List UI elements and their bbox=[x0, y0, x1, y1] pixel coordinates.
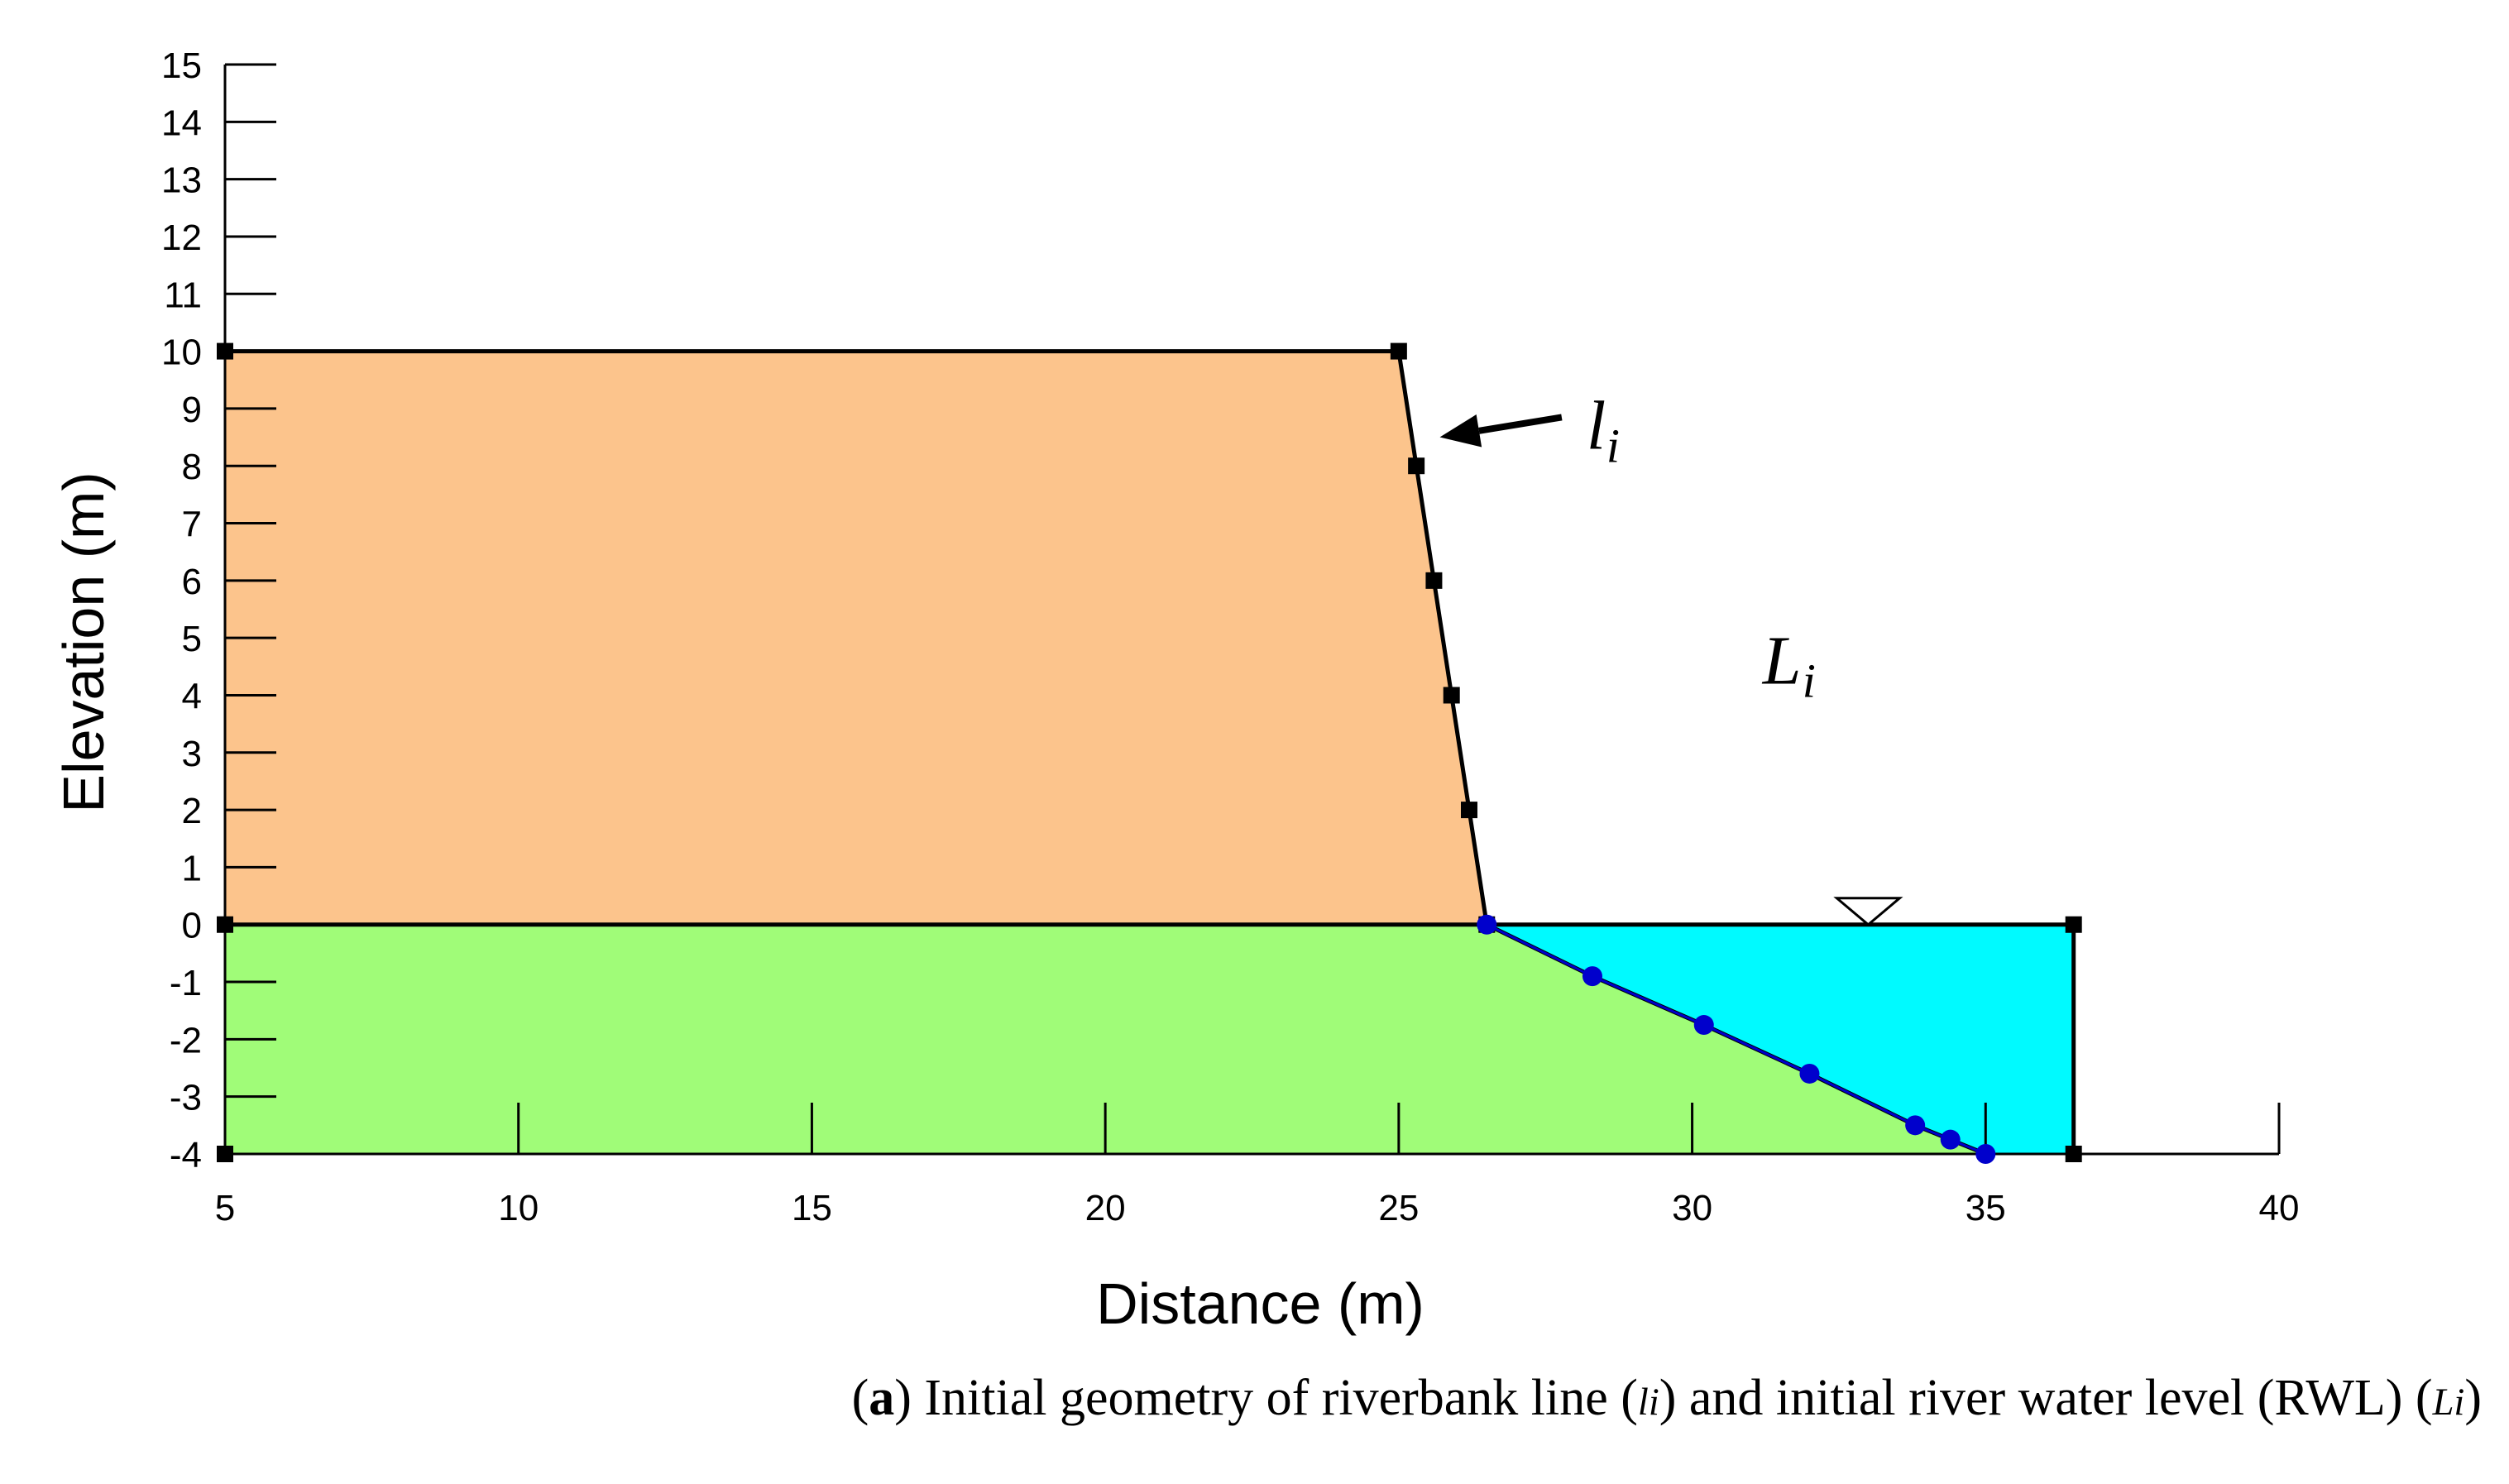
y-tick-label: 5 bbox=[182, 619, 202, 659]
caption-symbol-li: li bbox=[1637, 1381, 1659, 1424]
y-tick-label: 14 bbox=[161, 103, 202, 143]
x-tick-label: 5 bbox=[215, 1188, 235, 1228]
data-point bbox=[1905, 1115, 1926, 1136]
y-tick-label: -3 bbox=[170, 1078, 202, 1118]
data-point bbox=[1477, 914, 1497, 935]
annotation-arrow-head bbox=[1439, 414, 1482, 448]
boundary-point bbox=[217, 342, 233, 360]
region-lower-soil bbox=[225, 924, 1986, 1154]
caption-symbol-Li: Li bbox=[2432, 1381, 2465, 1424]
y-tick-label: 15 bbox=[161, 45, 202, 86]
regions-layer bbox=[225, 351, 2074, 1154]
x-tick-label: 20 bbox=[1085, 1188, 1126, 1228]
annotation-subscript: i bbox=[1803, 654, 1816, 708]
y-tick-label: 10 bbox=[161, 333, 202, 373]
data-point bbox=[1693, 1015, 1714, 1036]
y-tick-label: -4 bbox=[170, 1135, 202, 1175]
x-tick-label: 30 bbox=[1672, 1188, 1712, 1228]
y-tick-label: 2 bbox=[182, 791, 202, 831]
data-point bbox=[1940, 1129, 1961, 1150]
data-point bbox=[1443, 687, 1460, 704]
x-tick-label: 40 bbox=[2259, 1188, 2300, 1228]
y-tick-label: 0 bbox=[182, 906, 202, 946]
y-tick-label: 1 bbox=[182, 848, 202, 888]
data-point bbox=[1408, 457, 1425, 475]
y-tick-label: 9 bbox=[182, 390, 202, 430]
y-tick-label: 13 bbox=[161, 160, 202, 201]
caption-text-2: ) and initial river water level (RWL) ( bbox=[1659, 1370, 2433, 1426]
y-tick-label: 4 bbox=[182, 676, 202, 716]
y-tick-label: 3 bbox=[182, 734, 202, 774]
data-point bbox=[1799, 1063, 1820, 1084]
region-upper-soil bbox=[225, 351, 1487, 925]
region-river-water bbox=[1487, 924, 2074, 1154]
x-tick-label: 35 bbox=[1966, 1188, 2006, 1228]
y-axis-title: Elevation (m) bbox=[51, 472, 116, 812]
x-axis-title: Distance (m) bbox=[1096, 1271, 1424, 1336]
y-tick-label: 7 bbox=[182, 505, 202, 545]
annotation-subscript: i bbox=[1606, 419, 1620, 472]
data-point bbox=[1425, 572, 1443, 589]
data-point bbox=[1460, 802, 1477, 819]
caption-label: a bbox=[869, 1370, 895, 1426]
data-point bbox=[1975, 1144, 1996, 1164]
x-tick-label: 10 bbox=[498, 1188, 539, 1228]
boundary-point bbox=[2065, 916, 2082, 933]
caption-text-1: Initial geometry of riverbank line ( bbox=[911, 1370, 1638, 1426]
boundary-point bbox=[217, 1146, 233, 1162]
y-tick-label: -1 bbox=[170, 963, 202, 1003]
markers-layer bbox=[217, 342, 2082, 1164]
annotation-layer: l iL i bbox=[1439, 387, 1903, 926]
series-line-0 bbox=[1396, 351, 1489, 926]
y-tick-label: 8 bbox=[182, 447, 202, 487]
water-level-symbol bbox=[1833, 897, 1903, 926]
x-tick-label: 25 bbox=[1378, 1188, 1419, 1228]
x-tick-label: 15 bbox=[792, 1188, 832, 1228]
y-tick-label: 12 bbox=[161, 218, 202, 258]
annotation-arrow-shaft bbox=[1478, 414, 1563, 434]
y-tick-label: 11 bbox=[164, 275, 202, 315]
data-point bbox=[1390, 342, 1407, 360]
caption-text-3: ) bbox=[2464, 1370, 2482, 1426]
annotation-label-l: l bbox=[1587, 387, 1606, 464]
data-point bbox=[1582, 966, 1602, 987]
annotation-label-L: L bbox=[1762, 623, 1802, 700]
y-tick-label: 6 bbox=[182, 562, 202, 602]
boundary-point bbox=[2065, 1146, 2082, 1162]
boundary-point bbox=[217, 916, 233, 933]
figure-caption: (a) Initial geometry of riverbank line (… bbox=[851, 1370, 2482, 1426]
y-tick-label: -2 bbox=[170, 1020, 202, 1060]
